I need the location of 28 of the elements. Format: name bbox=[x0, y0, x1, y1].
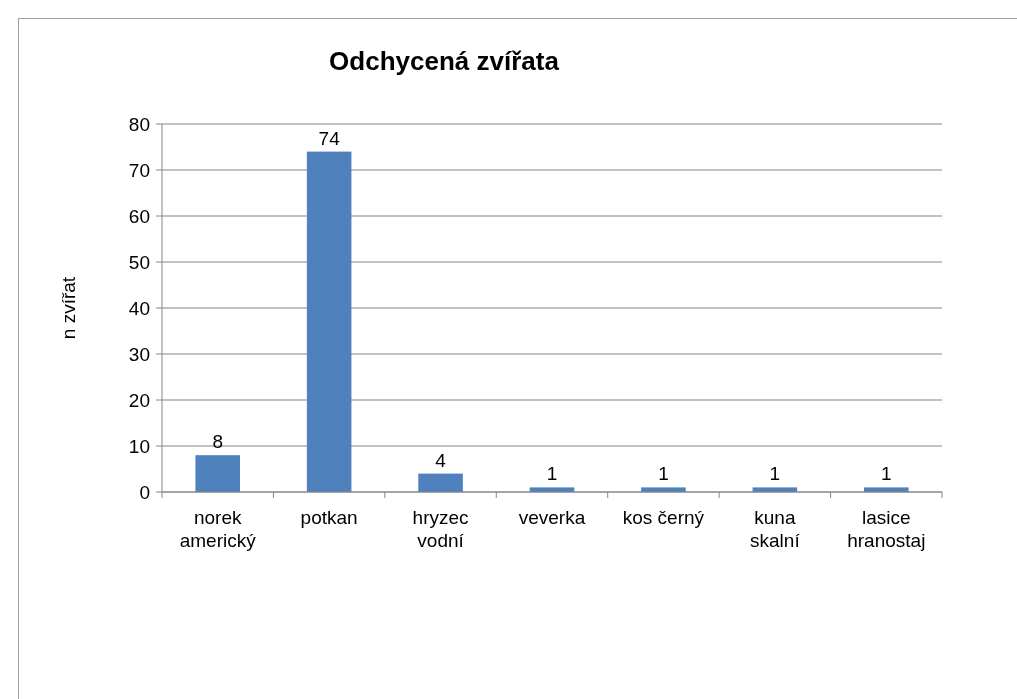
y-tick-label: 30 bbox=[128, 343, 150, 365]
y-tick-label: 70 bbox=[128, 159, 150, 181]
y-tick-label: 80 bbox=[128, 113, 150, 135]
data-label: 1 bbox=[881, 463, 892, 485]
y-tick-label: 20 bbox=[128, 389, 150, 411]
x-tick-label: hryzec vodní bbox=[412, 507, 469, 551]
y-tick-label: 60 bbox=[128, 205, 150, 227]
y-tick-label: 10 bbox=[128, 435, 150, 457]
bar bbox=[195, 455, 240, 492]
chart-title: Odchycená zvířata bbox=[329, 46, 560, 76]
bar bbox=[418, 473, 463, 492]
x-tick-label: kuna skalní bbox=[750, 507, 801, 551]
data-label: 1 bbox=[769, 463, 781, 485]
x-tick-label: veverka bbox=[518, 507, 586, 528]
x-tick-label: kos černý bbox=[622, 507, 705, 528]
y-axis-title: n zvířat bbox=[58, 276, 79, 340]
data-label: 74 bbox=[318, 127, 341, 149]
bar bbox=[306, 151, 352, 492]
data-label: 1 bbox=[658, 463, 669, 485]
x-tick-label: lasice hranostaj bbox=[847, 507, 926, 551]
y-tick-label: 0 bbox=[139, 481, 150, 503]
y-tick-label: 50 bbox=[128, 251, 150, 273]
data-label: 1 bbox=[546, 463, 558, 485]
data-label: 8 bbox=[212, 431, 223, 453]
x-tick-label: potkan bbox=[300, 507, 358, 528]
x-tick-label: norek americký bbox=[179, 507, 257, 551]
y-tick-label: 40 bbox=[128, 297, 150, 319]
data-label: 4 bbox=[435, 449, 447, 471]
